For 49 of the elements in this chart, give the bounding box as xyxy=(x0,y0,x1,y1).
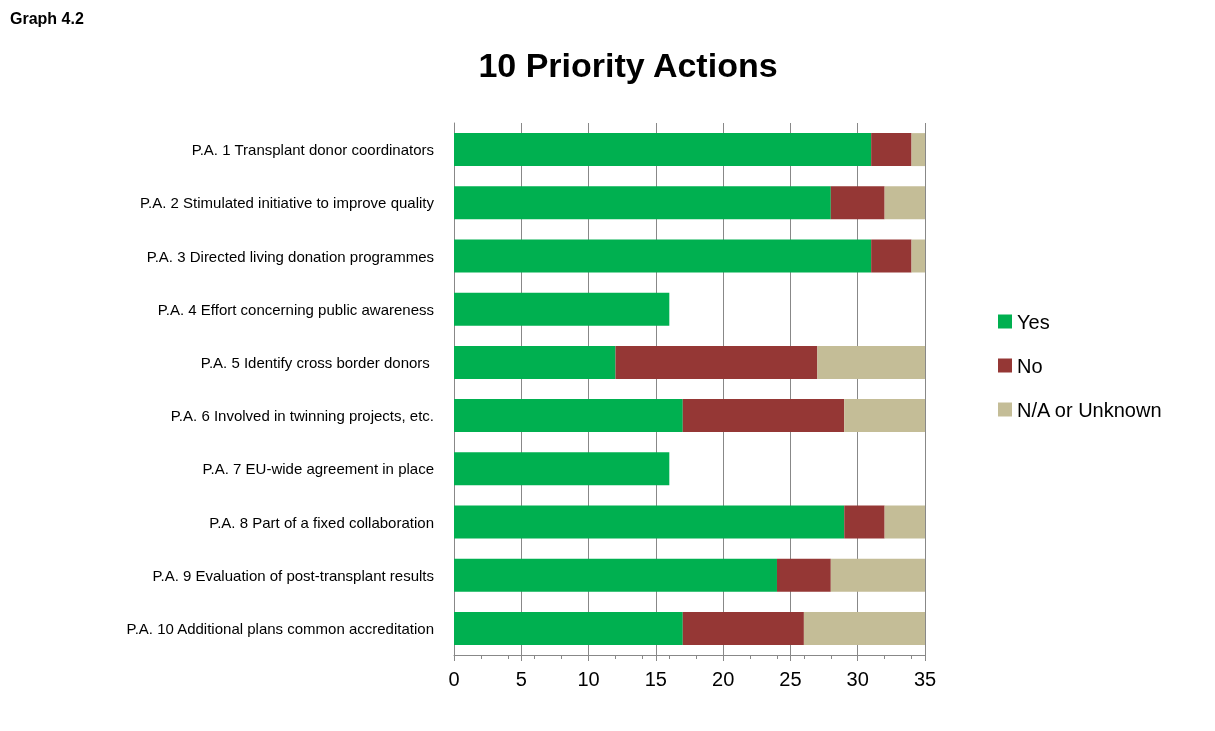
bar xyxy=(454,239,872,273)
y-tick-label: P.A. 10 Additional plans common accreditation xyxy=(126,619,434,637)
bar xyxy=(911,239,925,273)
bar xyxy=(454,558,777,592)
bar xyxy=(844,399,925,433)
x-tick-label: 5 xyxy=(515,668,527,690)
bar xyxy=(803,611,925,645)
bar xyxy=(454,452,670,486)
y-tick-label: P.A. 8 Part of a fixed collaboration xyxy=(209,513,434,531)
y-tick-label: P.A. 2 Stimulated initiative to improve quality xyxy=(139,194,435,212)
bar xyxy=(454,186,831,220)
bar xyxy=(911,133,925,167)
bar xyxy=(682,611,804,645)
x-tick-label: 10 xyxy=(577,668,600,690)
x-tick-label: 20 xyxy=(712,668,735,690)
bar xyxy=(615,345,818,379)
y-tick-label: P.A. 9 Evaluation of post-transplant results xyxy=(152,566,434,584)
y-tick-label: P.A. 3 Directed living donation programmes xyxy=(146,247,434,265)
y-tick-label: P.A. 5 Identify cross border donors xyxy=(200,353,434,371)
bar xyxy=(884,186,925,220)
bar xyxy=(454,399,683,433)
bar xyxy=(454,505,845,539)
legend-label: No xyxy=(1017,354,1043,377)
bar xyxy=(871,133,912,167)
bar xyxy=(682,399,845,433)
bar xyxy=(817,345,925,379)
legend-label: N/A or Unknown xyxy=(1017,398,1162,421)
bar xyxy=(454,133,872,167)
y-tick-label: P.A. 7 EU-wide agreement in place xyxy=(202,460,434,478)
bar xyxy=(830,186,885,220)
bar xyxy=(871,239,912,273)
x-tick-label: 25 xyxy=(779,668,802,690)
x-tick-label: 35 xyxy=(913,668,937,690)
bar xyxy=(454,345,616,379)
bar xyxy=(844,505,885,539)
bar xyxy=(830,558,925,592)
y-tick-label: P.A. 4 Effort concerning public awareness xyxy=(157,300,434,318)
y-tick-label: P.A. 1 Transplant donor coordinators xyxy=(191,141,434,159)
bar xyxy=(776,558,831,592)
bar xyxy=(454,611,683,645)
y-tick-label: P.A. 6 Involved in twinning projects, etc. xyxy=(170,407,434,425)
x-tick-label: 15 xyxy=(644,668,667,690)
x-tick-label: 30 xyxy=(846,668,869,690)
x-tick-label: 0 xyxy=(448,668,460,690)
bar xyxy=(454,292,670,326)
caption: Graph 4.2 xyxy=(10,9,84,27)
legend-label: Yes xyxy=(1017,310,1050,333)
bar xyxy=(884,505,925,539)
chart-title: 10 Priority Actions xyxy=(478,46,778,84)
